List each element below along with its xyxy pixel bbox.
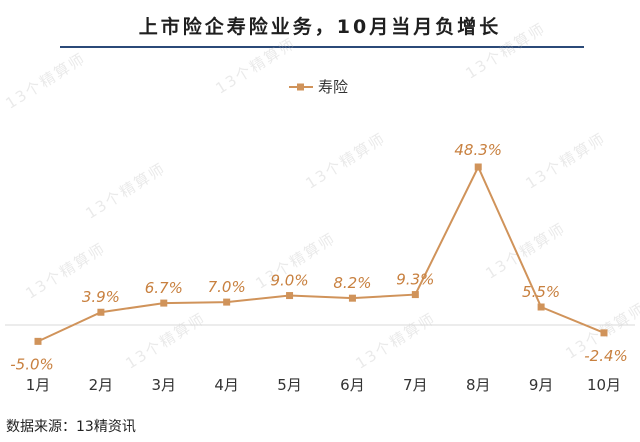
data-point-marker [600,329,608,337]
title-underline [60,46,584,48]
x-tick-label: 6月 [340,376,365,394]
legend: 寿险 [288,76,348,97]
x-tick-label: 10月 [587,376,621,394]
data-label: 9.0% [271,272,309,290]
data-label: 5.5% [522,283,560,301]
data-point-marker [97,308,105,316]
data-label: -5.0% [10,355,54,373]
data-point-marker [34,337,42,345]
x-tick-label: 3月 [152,376,177,394]
data-label: 3.9% [82,288,120,306]
data-label: 7.0% [208,278,246,296]
data-label: 48.3% [454,141,502,159]
data-point-marker [537,303,545,311]
x-tick-label: 9月 [529,376,554,394]
data-point-marker [223,298,231,306]
legend-line-marker-icon [289,83,313,90]
x-tick-label: 5月 [277,376,302,394]
data-label: 9.3% [396,271,434,289]
x-tick-label: 8月 [466,376,491,394]
data-point-marker [474,163,482,171]
data-label: 6.7% [145,279,183,297]
data-point-marker [411,291,419,299]
series-line [37,164,605,343]
x-tick-label: 1月 [26,376,51,394]
legend-label: 寿险 [318,78,349,96]
x-tick-label: 7月 [403,376,428,394]
data-label: -2.4% [584,347,628,365]
data-point-marker [286,292,294,300]
x-tick-label: 2月 [89,376,114,394]
data-label: 8.2% [333,274,371,292]
data-point-marker [160,299,168,307]
x-tick-label: 4月 [214,376,239,394]
chart-title: 上市险企寿险业务，10月当月负增长 [138,16,502,38]
source-note: 数据来源：13精资讯 [6,419,136,435]
data-point-marker [348,294,356,302]
